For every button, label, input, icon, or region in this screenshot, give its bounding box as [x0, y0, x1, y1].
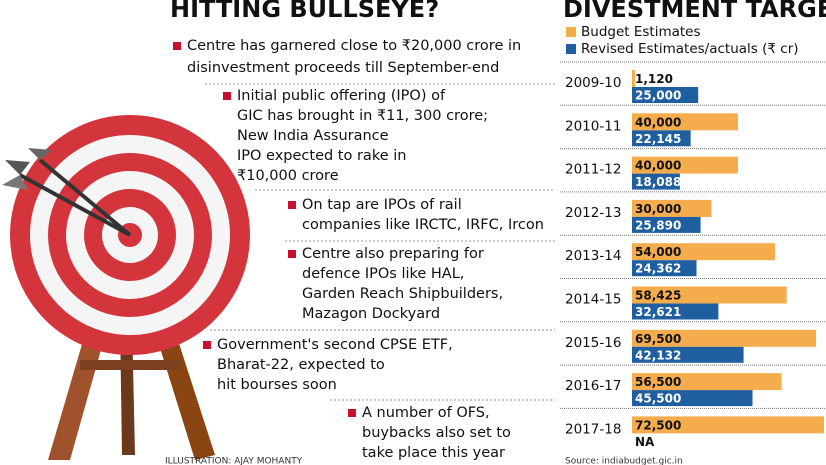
- value-label: 22,145: [635, 132, 681, 146]
- bullet-text: buybacks also set to: [362, 425, 511, 441]
- value-label: 25,890: [635, 218, 681, 232]
- bar: [632, 260, 697, 277]
- bar: [632, 243, 776, 261]
- bullet-text: Bharat-22, expected to: [217, 357, 385, 373]
- value-label: 40,000: [635, 159, 681, 173]
- bullet-marker: [203, 341, 211, 349]
- bullet-marker: [223, 92, 231, 100]
- bullet-text: ₹10,000 crore: [237, 168, 339, 184]
- bullet-text: Centre has garnered close to ₹20,000 cro…: [187, 38, 521, 54]
- bullet-text: Mazagon Dockyard: [302, 306, 440, 322]
- category-label: 2011-12: [565, 162, 621, 178]
- bar: [632, 173, 680, 190]
- bar: [632, 216, 701, 233]
- bullet-marker: [348, 409, 356, 417]
- category-label: 2017-18: [565, 421, 621, 437]
- bar: [632, 199, 712, 217]
- legend-swatch: [566, 27, 576, 37]
- value-label: 30,000: [635, 202, 681, 216]
- value-label: 69,500: [635, 332, 681, 346]
- bullet-text: Government's second CPSE ETF,: [217, 337, 453, 353]
- value-label: 24,362: [635, 262, 681, 276]
- left-title: HITTING BULLSEYE?: [170, 0, 439, 23]
- bullet-marker: [288, 250, 296, 258]
- category-label: 2009-10: [565, 75, 621, 91]
- bar: [632, 329, 817, 347]
- bar: [632, 70, 635, 87]
- bullet-text: New India Assurance: [237, 128, 389, 144]
- category-label: 2016-17: [565, 378, 621, 394]
- value-label: 25,000: [635, 89, 681, 103]
- bar: [632, 87, 699, 103]
- category-label: 2014-15: [565, 292, 621, 308]
- value-label: 1,120: [635, 72, 673, 86]
- bullet-marker: [173, 42, 181, 50]
- bullet-text: companies like IRCTC, IRFC, Ircon: [302, 217, 544, 233]
- credit: ILLUSTRATION: AJAY MOHANTY: [165, 457, 303, 465]
- category-label: 2010-11: [565, 118, 621, 134]
- bar: [632, 130, 691, 147]
- bullet-text: disinvestment proceeds till September-en…: [187, 60, 499, 76]
- bar: [632, 373, 782, 391]
- bar: [632, 390, 753, 407]
- category-label: 2013-14: [565, 248, 621, 264]
- value-label: 18,088: [635, 175, 681, 189]
- value-label: 56,500: [635, 375, 681, 389]
- bullet-text: Garden Reach Shipbuilders,: [302, 286, 503, 302]
- value-label: 42,132: [635, 348, 681, 362]
- value-label: 54,000: [635, 245, 681, 259]
- source: Source: indiabudget.gic.in: [565, 457, 683, 465]
- value-label: 45,500: [635, 392, 681, 406]
- bar: [632, 286, 787, 304]
- value-label: 32,621: [635, 305, 681, 319]
- bullet-text: Centre also preparing for: [302, 246, 484, 262]
- value-label: 40,000: [635, 115, 681, 129]
- bullet-text: On tap are IPOs of rail: [302, 197, 462, 213]
- chart-title: DIVESTMENT TARGETS: [563, 0, 826, 23]
- bar: [632, 303, 719, 320]
- target-illustration: [2, 115, 250, 460]
- bullet-text: GIC has brought in ₹11, 300 crore;: [237, 108, 488, 124]
- bullet-text: Initial public offering (IPO) of: [237, 88, 446, 104]
- legend-label: Revised Estimates/actuals (₹ cr): [581, 41, 799, 57]
- value-label: 72,500: [635, 418, 681, 432]
- bar: [632, 156, 738, 174]
- bullet-text: A number of OFS,: [362, 405, 490, 421]
- bullet-text: hit bourses soon: [217, 377, 337, 393]
- category-label: 2012-13: [565, 205, 621, 221]
- category-label: 2015-16: [565, 335, 621, 351]
- legend-swatch: [566, 44, 576, 54]
- bullet-marker: [288, 201, 296, 209]
- bar: [632, 346, 744, 363]
- bullet-text: take place this year: [362, 445, 505, 461]
- bar: [632, 113, 738, 131]
- bar: [632, 416, 824, 434]
- bullet-text: IPO expected to rake in: [237, 148, 406, 164]
- legend-label: Budget Estimates: [581, 24, 701, 40]
- bullet-text: defence IPOs like HAL,: [302, 266, 464, 282]
- value-label: NA: [635, 435, 655, 449]
- value-label: 58,425: [635, 289, 681, 303]
